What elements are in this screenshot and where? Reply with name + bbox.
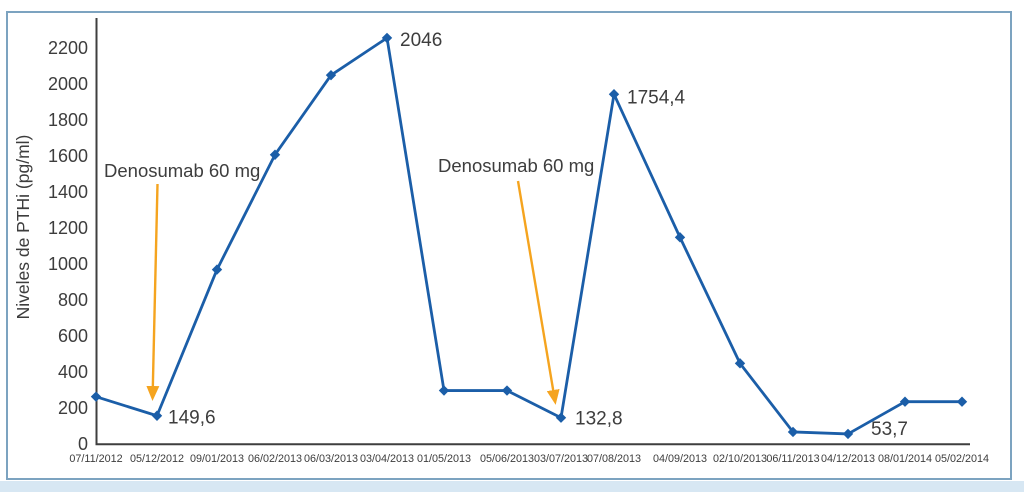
x-date-label: 04/09/2013 (653, 453, 707, 465)
x-date-label: 05/02/2014 (935, 453, 989, 465)
x-date-label: 06/03/2013 (304, 453, 358, 465)
y-tick-label: 0 (78, 434, 88, 454)
data-point-marker (501, 385, 513, 396)
x-date-label: 03/04/2013 (360, 453, 414, 465)
y-axis-title: Niveles de PTHi (pg/ml) (13, 135, 33, 320)
x-date-label: 06/11/2013 (766, 453, 819, 465)
x-date-label: 01/05/2013 (417, 453, 471, 465)
annotation-arrow-1 (146, 183, 160, 401)
data-point-marker (381, 32, 393, 44)
figure-frame (6, 11, 1012, 480)
x-date-label: 03/07/2013 (534, 453, 588, 465)
data-point-label: 132,8 (575, 409, 623, 430)
x-date-label: 02/10/2013 (713, 453, 767, 465)
x-date-label: 09/01/2013 (190, 453, 244, 465)
y-tick-label: 200 (58, 398, 88, 418)
annotation-denosumab-2: Denosumab 60 mg (438, 155, 594, 176)
x-date-label: 07/08/2013 (587, 453, 641, 465)
annotation-denosumab-1: Denosumab 60 mg (104, 160, 260, 181)
annotations: Denosumab 60 mg Denosumab 60 mg (104, 155, 594, 405)
annotation-arrow-2 (516, 180, 560, 405)
y-tick-label: 2200 (48, 38, 88, 58)
data-point-label: 1754,4 (627, 87, 686, 108)
data-point-marker (899, 396, 911, 407)
y-axis-tick-labels: 0 200 400 600 800 1000 1200 1400 1600 1800 2000 220… (48, 38, 88, 454)
y-tick-label: 1600 (48, 146, 88, 166)
y-tick-label: 2000 (48, 74, 88, 94)
data-point-marker (956, 396, 968, 407)
data-point-marker (438, 385, 450, 396)
x-date-label: 07/11/2012 (69, 453, 122, 465)
data-point-label: 53,7 (871, 419, 908, 440)
data-point-marker (674, 232, 686, 243)
data-point-marker (151, 410, 163, 421)
x-date-label: 06/02/2013 (248, 453, 302, 465)
data-point-marker (608, 89, 620, 100)
data-point-marker (211, 264, 223, 275)
data-point-marker (555, 412, 567, 423)
x-date-label: 05/06/2013 (480, 453, 534, 465)
series-line (94, 36, 964, 436)
data-point-marker (90, 391, 102, 402)
data-point-labels: 149,6 2046 132,8 1754,4 53,7 (168, 30, 908, 440)
y-tick-label: 800 (58, 290, 88, 310)
page-background-strip (0, 481, 1024, 492)
data-point-marker (269, 149, 281, 160)
x-date-label: 04/12/2013 (821, 453, 875, 465)
axes (95, 18, 970, 446)
y-tick-label: 600 (58, 326, 88, 346)
y-tick-label: 1400 (48, 182, 88, 202)
data-point-label: 149,6 (168, 408, 216, 429)
data-point-marker (842, 428, 854, 440)
data-point-marker (325, 69, 337, 81)
x-date-label: 08/01/2014 (878, 453, 932, 465)
y-tick-label: 1200 (48, 218, 88, 238)
pthi-series (90, 32, 968, 440)
y-tick-label: 1000 (48, 254, 88, 274)
data-point-label: 2046 (400, 30, 442, 51)
data-point-marker (734, 358, 746, 369)
x-axis-date-labels: 07/11/2012 05/12/2012 09/01/2013 06/02/2013… (69, 453, 989, 465)
y-tick-label: 400 (58, 362, 88, 382)
x-date-label: 05/12/2012 (130, 453, 184, 465)
data-point-marker (787, 426, 799, 438)
y-tick-label: 1800 (48, 110, 88, 130)
